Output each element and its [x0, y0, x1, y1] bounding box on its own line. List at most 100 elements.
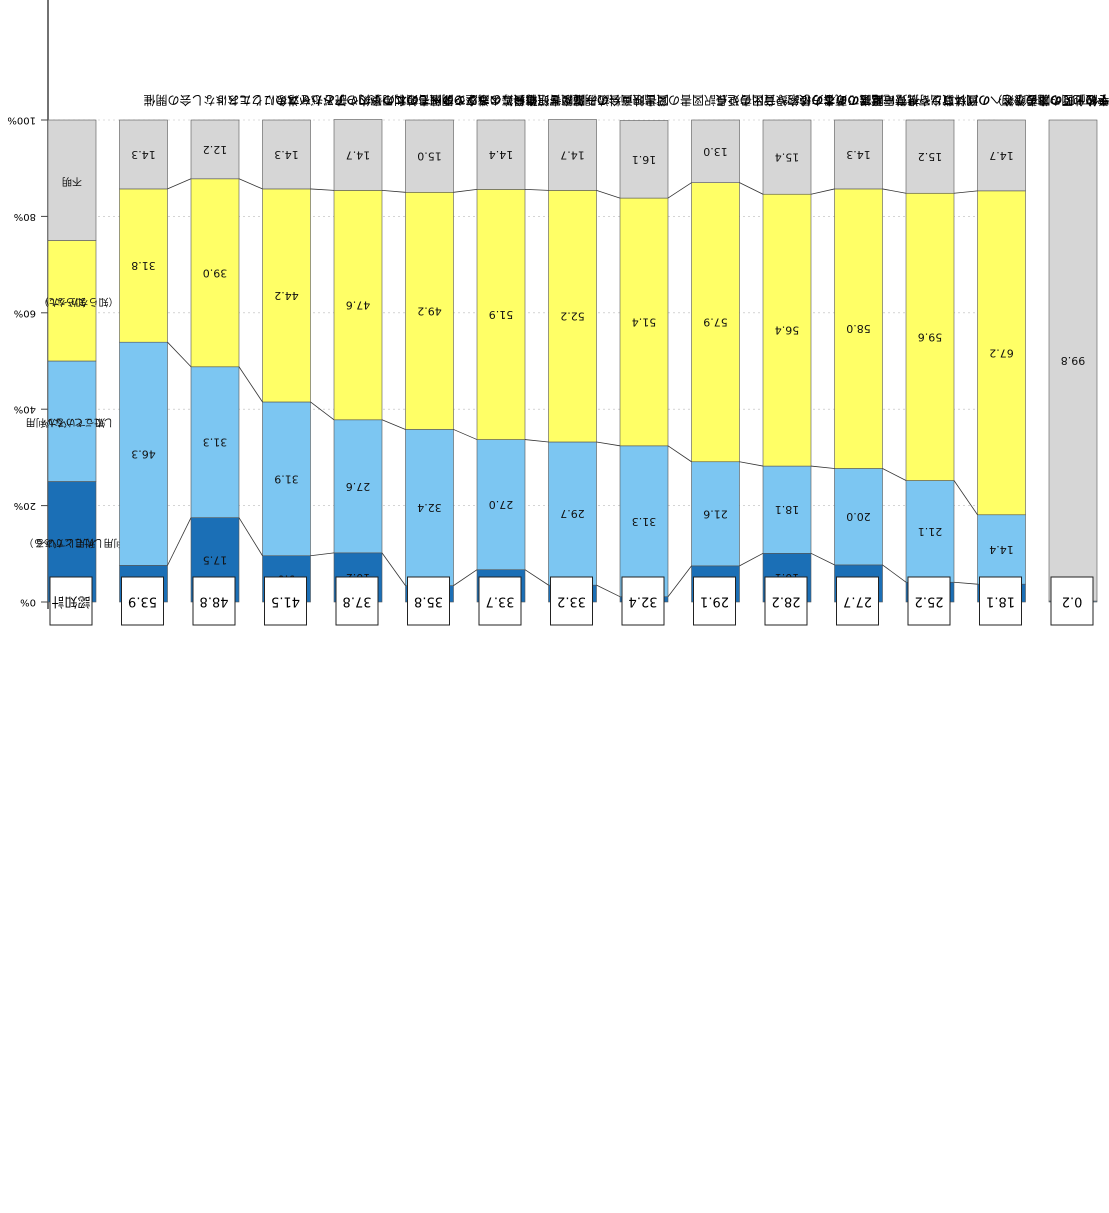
data-label: 46.3: [131, 447, 156, 460]
connector-line: [311, 189, 335, 190]
connector-line: [954, 582, 978, 584]
data-label: 31.3: [632, 515, 657, 528]
axis-tick-label: 80%: [14, 211, 36, 222]
data-label: 49.2: [417, 304, 442, 317]
axis-tick-label: 40%: [14, 404, 36, 415]
total-value: 18.1: [986, 594, 1015, 609]
data-label: 14.3: [131, 148, 156, 161]
connector-line: [668, 183, 692, 198]
connector-line: [382, 420, 406, 430]
data-label: 14.7: [560, 148, 585, 161]
total-value: 32.4: [629, 594, 658, 609]
category-label: その他: [1073, 93, 1109, 107]
total-value: 29.1: [700, 594, 729, 609]
connector-line: [811, 553, 835, 565]
data-label: 15.4: [775, 151, 800, 164]
rotated-group: 0%20%40%60%80%100%利用している（利用したことがある）知っている…: [7, 0, 1109, 625]
connector-line: [954, 191, 978, 193]
data-label: 67.2: [989, 346, 1014, 359]
connector-line: [454, 570, 478, 586]
data-label: 47.6: [346, 299, 371, 312]
data-label: 14.4: [489, 148, 514, 161]
legend-label: 不明: [62, 175, 82, 187]
data-label: 51.4: [632, 315, 657, 328]
connector-line: [454, 429, 478, 439]
connector-line: [454, 189, 478, 192]
connector-line: [954, 481, 978, 515]
data-label: 31.3: [203, 436, 228, 449]
data-label: 59.6: [918, 330, 943, 343]
data-label: 57.9: [703, 316, 728, 329]
total-value: 33.7: [486, 594, 515, 609]
data-label: 15.2: [918, 150, 943, 163]
connector-line: [740, 183, 764, 195]
connector-line: [668, 446, 692, 462]
data-label: 51.9: [489, 308, 514, 321]
total-value: 41.5: [271, 594, 300, 609]
total-value: 33.2: [557, 594, 586, 609]
total-value: 35.8: [414, 594, 443, 609]
data-label: 52.2: [560, 310, 585, 323]
connector-line: [740, 553, 764, 566]
legend-label: （知らなかった）: [39, 295, 119, 308]
total-value: 37.8: [343, 594, 372, 609]
data-label: 29.7: [560, 507, 585, 520]
connector-line: [311, 553, 335, 556]
data-label: 44.2: [274, 289, 299, 302]
connector-line: [311, 402, 335, 420]
connector-line: [525, 189, 549, 190]
connector-line: [168, 179, 192, 189]
total-header: 認知計: [51, 594, 90, 610]
data-label: 17.5: [203, 553, 228, 566]
connector-line: [668, 566, 692, 597]
total-value: 48.8: [200, 594, 229, 609]
connector-line: [883, 468, 907, 480]
total-value: 27.7: [843, 594, 872, 609]
data-label: 32.4: [417, 501, 442, 514]
connector-line: [525, 570, 549, 585]
data-label: 16.1: [632, 153, 657, 166]
total-value: 25.2: [915, 594, 944, 609]
connector-line: [597, 442, 621, 446]
total-value: 28.2: [772, 594, 801, 609]
data-label: 14.7: [989, 149, 1014, 162]
data-label: 21.1: [918, 525, 943, 538]
data-label: 20.0: [846, 510, 871, 523]
data-label: 39.0: [203, 266, 228, 279]
connector-line: [168, 518, 192, 566]
connector-line: [382, 190, 406, 192]
data-label: 27.0: [489, 498, 514, 511]
connector-line: [382, 553, 406, 586]
connector-line: [883, 565, 907, 582]
legend-label: したことがない: [44, 416, 114, 429]
total-value: 53.9: [128, 594, 157, 609]
data-label: 56.4: [775, 324, 800, 337]
data-label: 13.0: [703, 145, 728, 158]
data-label: 31.9: [274, 472, 299, 485]
data-label: 31.8: [131, 259, 156, 272]
data-label: 58.0: [846, 322, 871, 335]
data-label: 14.4: [989, 543, 1014, 556]
connector-line: [168, 342, 192, 367]
data-label: 99.8: [1061, 354, 1086, 367]
data-label: 14.3: [274, 148, 299, 161]
axis-tick-label: 0%: [20, 597, 36, 608]
connector-line: [740, 462, 764, 466]
connector-line: [597, 190, 621, 198]
data-label: 12.2: [203, 143, 228, 156]
category-label: 映画会の開催: [573, 93, 645, 107]
connector-line: [811, 466, 835, 468]
connector-line: [525, 440, 549, 442]
connector-line: [811, 189, 835, 194]
data-label: 15.0: [417, 150, 442, 163]
legend-label: （利用したことがある）: [24, 536, 134, 549]
data-label: 21.6: [703, 507, 728, 520]
total-value: 0.2: [1062, 594, 1083, 609]
connector-line: [239, 367, 263, 402]
data-label: 27.6: [346, 480, 371, 493]
data-label: 18.1: [775, 503, 800, 516]
data-label: 14.3: [846, 148, 871, 161]
axis-tick-label: 20%: [14, 500, 36, 511]
